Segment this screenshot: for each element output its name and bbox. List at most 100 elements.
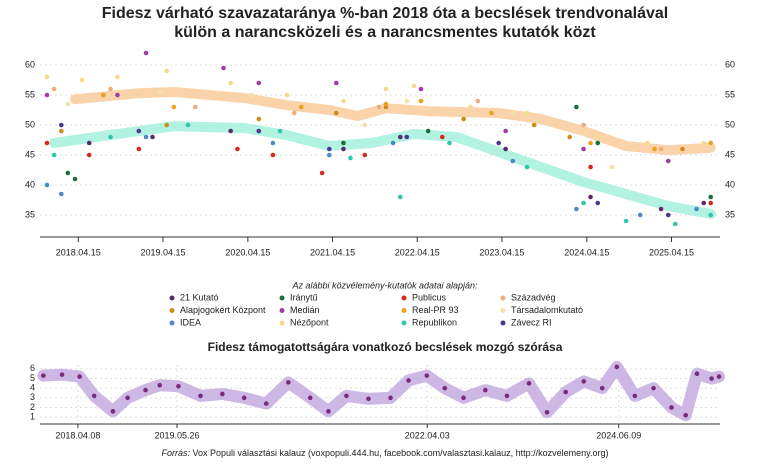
- data-point: [150, 134, 155, 140]
- y2-tick-label: 50: [725, 119, 735, 129]
- x-tick-label: 2024.06.09: [596, 430, 641, 440]
- y-tick-label: 1: [30, 412, 35, 422]
- data-point: [418, 86, 424, 92]
- legend-label: Alapjogokért Központ: [180, 305, 266, 315]
- data-point: [333, 80, 339, 86]
- data-point: [77, 374, 82, 379]
- data-point: [108, 86, 113, 92]
- data-point: [669, 405, 674, 410]
- data-point: [581, 200, 586, 206]
- data-point: [327, 152, 332, 158]
- chart-title: Fidesz várható szavazataránya %-ban 2018…: [102, 5, 669, 22]
- legend-label: Medián: [290, 305, 320, 315]
- data-point: [79, 77, 85, 83]
- data-point: [59, 191, 64, 197]
- x-tick-label: 2022.04.15: [395, 247, 440, 257]
- data-point: [326, 409, 331, 414]
- x-tick-label: 2025.04.15: [649, 247, 694, 257]
- data-point: [496, 140, 501, 146]
- legend-label: Századvég: [511, 292, 556, 302]
- data-point: [526, 381, 532, 386]
- data-point: [581, 379, 587, 384]
- data-point: [709, 376, 714, 381]
- data-point: [588, 164, 593, 170]
- data-point: [101, 92, 106, 98]
- x-tick-label: 2024.04.15: [564, 247, 609, 257]
- data-point: [298, 104, 304, 110]
- data-point: [157, 89, 163, 95]
- data-point: [157, 382, 163, 388]
- data-point: [581, 146, 586, 152]
- data-point: [708, 194, 714, 200]
- data-point: [524, 110, 530, 116]
- data-point: [483, 387, 488, 393]
- legend-marker: [169, 308, 175, 313]
- legend-label: Iránytű: [290, 292, 318, 302]
- legend-marker: [500, 295, 506, 301]
- data-point: [447, 140, 452, 146]
- data-point: [404, 98, 410, 104]
- data-point: [286, 380, 291, 385]
- data-point: [665, 158, 671, 164]
- band: [37, 360, 726, 422]
- y-tick-label: 3: [30, 392, 35, 402]
- legend-marker: [500, 308, 506, 313]
- data-point: [319, 170, 325, 176]
- y-tick-label: 55: [25, 89, 35, 99]
- data-point: [390, 140, 396, 146]
- data-point: [143, 134, 149, 140]
- data-point: [327, 146, 332, 152]
- data-point: [241, 395, 247, 401]
- data-point: [86, 140, 92, 146]
- legend-marker: [169, 295, 175, 301]
- data-point: [599, 385, 605, 391]
- data-point: [694, 371, 700, 376]
- data-point: [108, 134, 113, 140]
- legend-label: Závecz RI: [511, 317, 552, 327]
- legend-label: Publicus: [412, 292, 447, 302]
- data-point: [256, 116, 262, 122]
- legend-label: Társadalomkutató: [511, 305, 583, 315]
- data-point: [192, 104, 198, 110]
- data-point: [461, 116, 466, 122]
- data-point: [595, 140, 601, 146]
- data-point: [115, 74, 120, 80]
- x-tick-label: 2022.04.03: [405, 430, 450, 440]
- x-tick-label: 2021.04.15: [310, 247, 355, 257]
- legend-label: Real-PR 93: [412, 305, 459, 315]
- data-point: [683, 412, 688, 418]
- data-point: [672, 221, 678, 227]
- data-point: [524, 164, 530, 170]
- data-point: [72, 176, 78, 182]
- data-point: [383, 86, 389, 92]
- data-point: [680, 146, 685, 152]
- data-point: [115, 92, 120, 98]
- data-point: [185, 122, 191, 128]
- data-point: [110, 409, 116, 414]
- data-point: [425, 128, 431, 134]
- legend-label: IDEA: [180, 317, 201, 327]
- data-point: [59, 122, 64, 128]
- data-point: [609, 164, 615, 170]
- data-point: [307, 395, 313, 401]
- data-point: [136, 146, 142, 152]
- legend-marker: [401, 295, 407, 301]
- source: Forrás: Vox Populi választási kalauz (vo…: [161, 448, 608, 458]
- data-point: [164, 122, 169, 128]
- data-point: [406, 378, 411, 383]
- y-tick-label: 2: [30, 402, 35, 412]
- data-point: [270, 140, 276, 146]
- data-point: [348, 155, 353, 161]
- data-point: [198, 393, 203, 399]
- data-point: [398, 134, 403, 140]
- data-point: [567, 134, 572, 140]
- chart-title: külön a narancsközeli és a narancsmentes…: [174, 24, 596, 41]
- data-point: [143, 387, 148, 393]
- data-point: [362, 152, 368, 158]
- data-point: [44, 74, 50, 80]
- y2-tick-label: 35: [725, 209, 735, 219]
- data-point: [383, 101, 389, 107]
- data-point: [376, 104, 382, 110]
- legend-label: Republikon: [412, 317, 457, 327]
